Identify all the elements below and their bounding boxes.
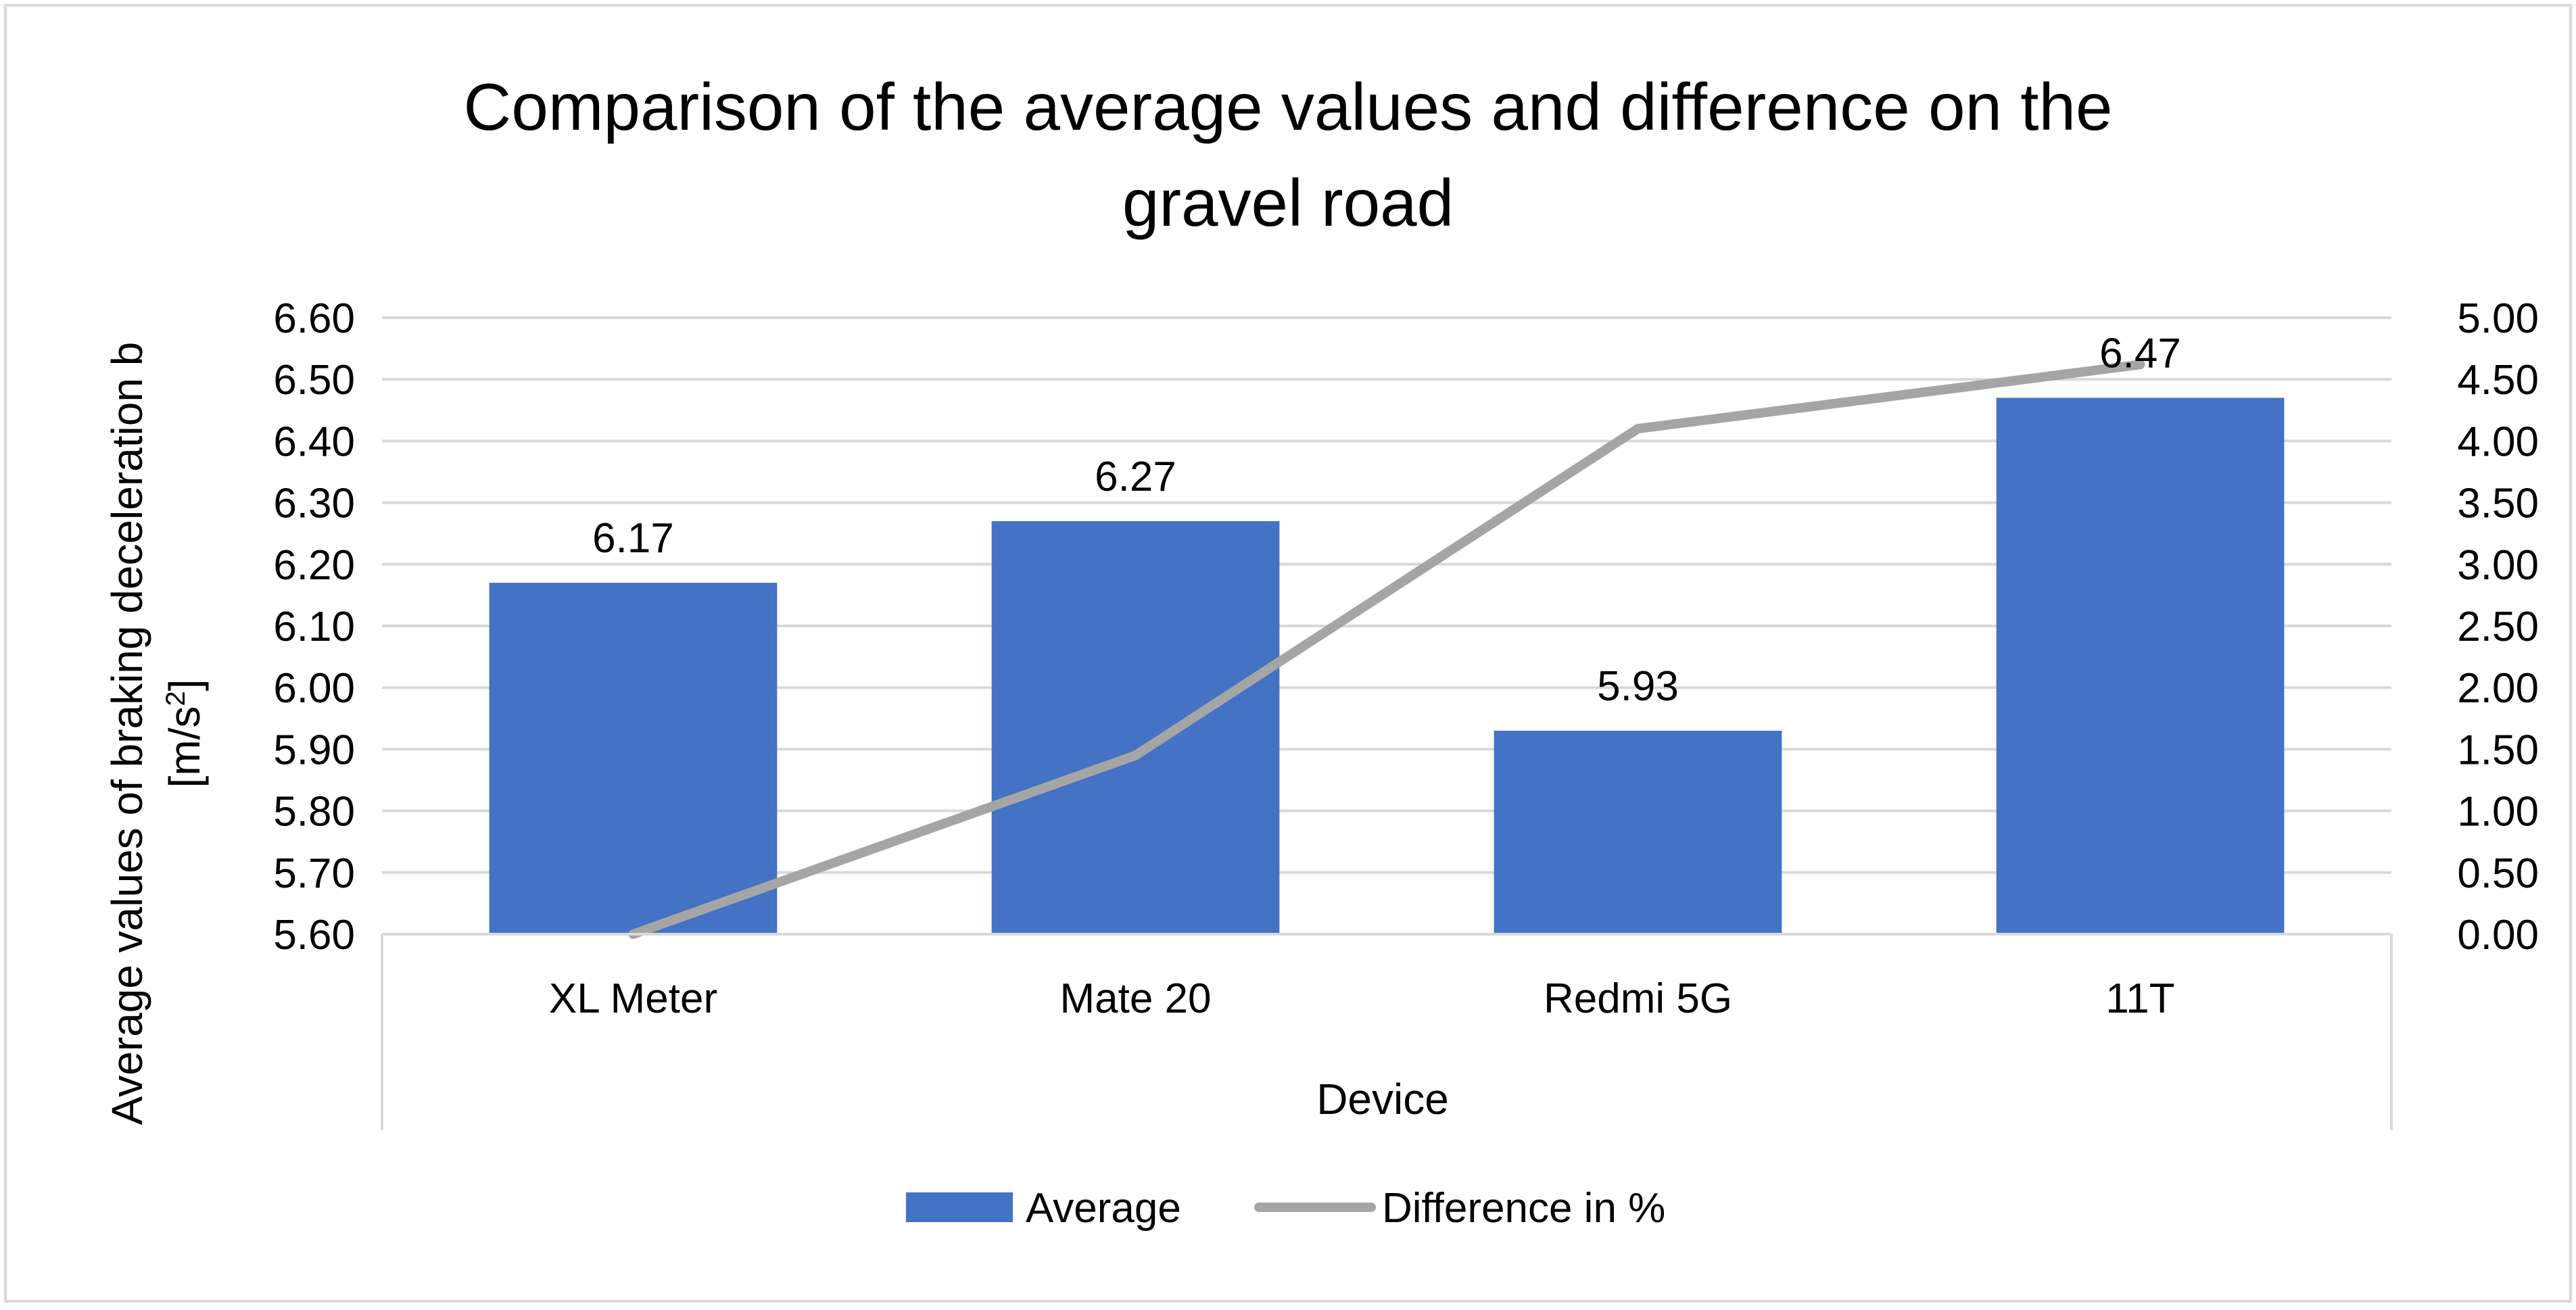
legend: Average Difference in % — [906, 1185, 1665, 1232]
y-left-tick-label: 6.00 — [273, 665, 355, 712]
category-axis-labels: XL Meter Mate 20 Redmi 5G 11T — [549, 975, 2175, 1022]
y-right-tick-label: 1.00 — [2457, 789, 2539, 835]
y-axis-title-line-1: Average values of braking deceleration b — [103, 342, 151, 1125]
category-label: Mate 20 — [1059, 975, 1211, 1022]
bar — [489, 583, 778, 934]
y-right-tick-label: 3.00 — [2457, 542, 2539, 589]
y-right-tick-label: 0.00 — [2457, 912, 2539, 959]
y-left-tick-label: 6.50 — [273, 357, 355, 404]
bar — [1996, 397, 2285, 934]
y-left-tick-label: 6.40 — [273, 418, 355, 465]
bar-series — [489, 397, 2285, 934]
bar-value-label: 6.17 — [592, 515, 674, 562]
y-left-tick-label: 5.90 — [273, 727, 355, 773]
y-right-tick-label: 0.50 — [2457, 850, 2539, 897]
chart-title-line-1: Comparison of the average values and dif… — [464, 70, 2113, 144]
y-right-tick-label: 2.50 — [2457, 604, 2539, 650]
y-right-tick-label: 1.50 — [2457, 727, 2539, 773]
y-left-tick-label: 5.60 — [273, 912, 355, 959]
chart-title-line-2: gravel road — [1122, 166, 1454, 240]
y-left-tick-label: 6.20 — [273, 542, 355, 589]
category-label: 11T — [2105, 975, 2174, 1022]
y-left-tick-label: 6.10 — [273, 604, 355, 650]
y-right-tick-label: 5.00 — [2457, 295, 2539, 342]
series-line-difference — [628, 360, 2145, 939]
line-series — [628, 360, 2145, 939]
legend-swatch-average — [906, 1192, 1013, 1222]
y-axis-title-unit-superscript: 2 — [161, 691, 191, 706]
y-axis-title-unit-prefix: [m/s — [160, 706, 209, 788]
right-axis-ticks: 0.00 0.50 1.00 1.50 2.00 2.50 3.00 3.50 4.00 4.50… — [2457, 295, 2539, 959]
bar-value-label: 6.27 — [1095, 454, 1176, 500]
bar — [991, 520, 1280, 934]
left-axis-ticks: 5.60 5.70 5.80 5.90 6.00 6.10 6.20 6.30 6.40 6.50… — [273, 295, 355, 959]
y-right-tick-label: 2.00 — [2457, 665, 2539, 712]
x-axis-title: Device — [1316, 1075, 1449, 1123]
y-left-tick-label: 5.70 — [273, 850, 355, 897]
y-axis-title: Average values of braking deceleration b… — [103, 342, 209, 1125]
bar-data-labels: 6.17 6.27 5.93 6.47 — [592, 331, 2181, 710]
y-axis-title-line-2: [m/s2] — [160, 679, 209, 788]
legend-label-difference: Difference in % — [1382, 1185, 1665, 1232]
bar-value-label: 5.93 — [1597, 663, 1679, 710]
legend-label-average: Average — [1026, 1185, 1181, 1232]
y-left-tick-label: 6.30 — [273, 481, 355, 527]
category-label: Redmi 5G — [1544, 975, 1732, 1022]
bar-value-label: 6.47 — [2099, 331, 2181, 377]
y-right-tick-label: 4.00 — [2457, 418, 2539, 465]
bar — [1494, 731, 1782, 934]
y-right-tick-label: 3.50 — [2457, 481, 2539, 527]
y-axis-title-unit-suffix: ] — [160, 679, 209, 692]
y-left-tick-label: 6.60 — [273, 295, 355, 342]
y-right-tick-label: 4.50 — [2457, 357, 2539, 404]
y-left-tick-label: 5.80 — [273, 789, 355, 835]
category-label: XL Meter — [549, 975, 717, 1022]
